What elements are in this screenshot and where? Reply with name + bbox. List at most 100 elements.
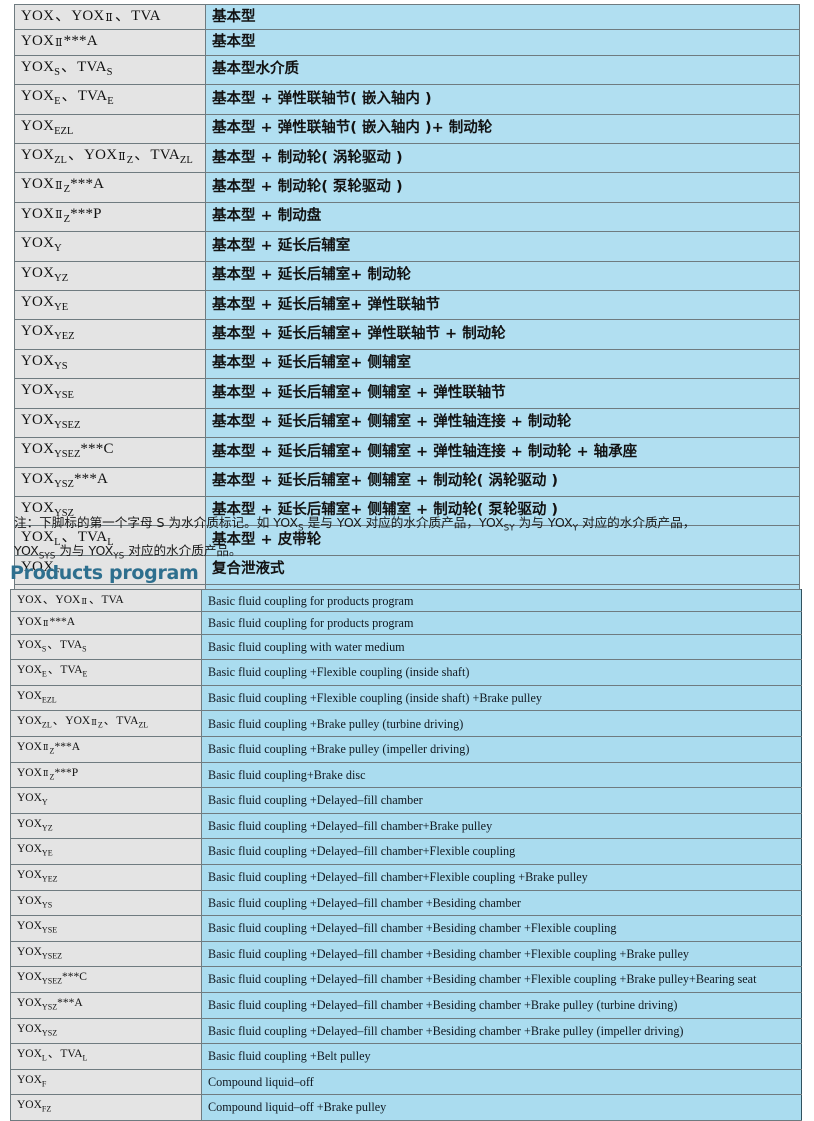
footnote-line-1: 注：下脚标的第一个字母 S 为水介质标记。如 YOXS 是与 YOX 对应的水介… xyxy=(14,515,696,534)
model-description-cell: 基本型 + 延长后辅室+ 侧辅室 + 制动轮( 泵轮驱动 ) xyxy=(205,495,800,527)
table-row: YOXYS Basic fluid coupling +Delayed–fill … xyxy=(10,889,802,917)
model-code-cell: YOXYSE xyxy=(14,378,206,409)
footnote-line-2: YOXSYS 为与 YOXYS 对应的水介质产品。 xyxy=(14,542,242,562)
model-code-cell: YOXFZ xyxy=(10,1094,202,1121)
model-code-cell: YOXYSEZ***C xyxy=(14,437,206,468)
table-row: YOXZL、YOXⅡZ、TVAZL 基本型 + 制动轮( 涡轮驱动 ) xyxy=(14,143,800,174)
model-description-cell: 基本型 + 皮带轮 xyxy=(205,525,800,556)
model-code-cell: YOXYSEZ xyxy=(14,407,206,439)
model-description-cell: Basic fluid coupling +Brake pulley (impe… xyxy=(201,735,802,763)
table-row: YOXYSZ Basic fluid coupling +Delayed–fill… xyxy=(10,1017,802,1045)
table-row: YOXEZL 基本型 + 弹性联轴节( 嵌入轴内 )+ 制动轮 xyxy=(14,113,800,145)
table-row: YOXY Basic fluid coupling +Delayed–fill c… xyxy=(10,787,802,814)
model-code-cell: YOX、YOXⅡ 、TVA xyxy=(10,588,202,613)
model-description-cell: 基本型 + 制动盘 xyxy=(205,201,800,233)
model-description-cell: Basic fluid coupling +Delayed–fill chamb… xyxy=(201,863,802,891)
model-description-cell: 基本型 + 弹性联轴节( 嵌入轴内 )+ 制动轮 xyxy=(205,113,800,145)
table-row: YOXYSE 基本型 + 延长后辅室+ 侧辅室 + 弹性联轴节 xyxy=(14,378,800,409)
model-description-cell: 基本型 + 延长后辅室+ 侧辅室 xyxy=(205,348,800,380)
section-heading-products-program: Products program xyxy=(10,562,199,584)
model-description-cell: Basic fluid coupling +Delayed–fill chamb… xyxy=(201,991,802,1019)
model-code-cell: YOXYZ xyxy=(14,260,206,292)
model-description-cell: Basic fluid coupling for products progra… xyxy=(201,588,802,613)
model-description-cell: 基本型 + 延长后辅室+ 弹性联轴节 + 制动轮 xyxy=(205,319,800,350)
document-page: YOX、YOXⅡ 、TVA 基本型 YOXⅡ***A 基本型 YOXS、TVAS 基本型水介… xyxy=(10,3,804,1121)
model-code-cell: YOXY xyxy=(14,231,206,262)
model-description-cell: 基本型 xyxy=(205,3,800,31)
model-code-cell: YOXYS xyxy=(14,348,206,380)
model-description-cell: Basic fluid coupling +Flexible coupling … xyxy=(201,684,802,712)
table-row: YOXS、TVAS 基本型水介质 xyxy=(14,54,800,86)
configuration-table-english: YOX、YOXⅡ 、TVA Basic fluid coupling for pro… xyxy=(10,588,802,1121)
table-row: YOXF 复合泄液式 xyxy=(14,554,800,586)
model-description-cell: Basic fluid coupling for products progra… xyxy=(201,611,802,635)
model-code-cell: YOXZL、YOXⅡZ、TVAZL xyxy=(14,143,206,174)
table-row: YOXYSEZ***C Basic fluid coupling +Delayed… xyxy=(10,966,802,993)
model-description-cell: Basic fluid coupling +Delayed–fill chamb… xyxy=(201,915,802,942)
table-row: YOXⅡ***A 基本型 xyxy=(14,29,800,56)
model-description-cell: Basic fluid coupling +Belt pulley xyxy=(201,1043,802,1070)
model-description-cell: Basic fluid coupling with water medium xyxy=(201,633,802,661)
model-code-cell: YOXYS xyxy=(10,889,202,917)
model-description-cell: 基本型水介质 xyxy=(205,54,800,86)
model-description-cell: Basic fluid coupling +Delayed–fill chamb… xyxy=(201,1017,802,1045)
model-code-cell: YOXYSEZ***C xyxy=(10,966,202,993)
model-description-cell: Basic fluid coupling +Delayed–fill chamb… xyxy=(201,787,802,814)
table-row: YOXYSE Basic fluid coupling +Delayed–fill… xyxy=(10,915,802,942)
model-code-cell: YOXYE xyxy=(10,838,202,865)
model-description-cell: 基本型 + 延长后辅室+ 侧辅室 + 制动轮( 涡轮驱动 ) xyxy=(205,466,800,497)
table-row: YOXYEZ Basic fluid coupling +Delayed–fill… xyxy=(10,863,802,891)
table-row: YOXYSEZ***C 基本型 + 延长后辅室+ 侧辅室 + 弹性轴连接 + 制动… xyxy=(14,437,800,468)
configuration-table-english-body: YOX、YOXⅡ 、TVA Basic fluid coupling for pro… xyxy=(10,588,802,1121)
model-description-cell: 基本型 + 延长后辅室+ 侧辅室 + 弹性联轴节 xyxy=(205,378,800,409)
model-code-cell: YOXYE xyxy=(14,290,206,321)
model-code-cell: YOXY xyxy=(10,787,202,814)
model-code-cell: YOXⅡZ***A xyxy=(14,172,206,203)
table-row: YOXⅡZ***P 基本型 + 制动盘 xyxy=(14,201,800,233)
table-row: YOXZL、YOXⅡZ、TVAZL Basic fluid coupling +B… xyxy=(10,710,802,737)
model-description-cell: 基本型 + 延长后辅室+ 制动轮 xyxy=(205,260,800,292)
model-code-cell: YOXⅡZ***P xyxy=(14,201,206,233)
model-code-cell: YOX、YOXⅡ 、TVA xyxy=(14,3,206,31)
model-code-cell: YOXYEZ xyxy=(14,319,206,350)
table-row: YOXYSZ***A 基本型 + 延长后辅室+ 侧辅室 + 制动轮( 涡轮驱动 ) xyxy=(14,466,800,497)
table-row: YOXYSEZ 基本型 + 延长后辅室+ 侧辅室 + 弹性轴连接 + 制动轮 xyxy=(14,407,800,439)
model-description-cell: 复合泄液式 xyxy=(205,554,800,586)
model-description-cell: 基本型 + 延长后辅室+ 弹性联轴节 xyxy=(205,290,800,321)
model-description-cell: 基本型 + 制动轮( 涡轮驱动 ) xyxy=(205,143,800,174)
model-code-cell: YOXYZ xyxy=(10,812,202,840)
model-code-cell: YOXYSZ***A xyxy=(10,991,202,1019)
table-row: YOXS、TVAS Basic fluid coupling with water… xyxy=(10,633,802,661)
model-description-cell: 基本型 + 延长后辅室+ 侧辅室 + 弹性轴连接 + 制动轮 + 轴承座 xyxy=(205,437,800,468)
model-description-cell: Basic fluid coupling +Delayed–fill chamb… xyxy=(201,889,802,917)
model-description-cell: Basic fluid coupling +Delayed–fill chamb… xyxy=(201,838,802,865)
model-description-cell: 基本型 + 延长后辅室+ 侧辅室 + 弹性轴连接 + 制动轮 xyxy=(205,407,800,439)
model-code-cell: YOXYEZ xyxy=(10,863,202,891)
table-row: YOXYSEZ Basic fluid coupling +Delayed–fil… xyxy=(10,940,802,968)
model-description-cell: Basic fluid coupling +Delayed–fill chamb… xyxy=(201,966,802,993)
model-description-cell: Compound liquid–off xyxy=(201,1068,802,1096)
model-description-cell: Basic fluid coupling +Delayed–fill chamb… xyxy=(201,812,802,840)
model-description-cell: Compound liquid–off +Brake pulley xyxy=(201,1094,802,1121)
table-row: YOXYSZ***A Basic fluid coupling +Delayed–… xyxy=(10,991,802,1019)
table-row: YOX、YOXⅡ 、TVA 基本型 xyxy=(14,3,800,31)
table-row: YOXⅡZ***P Basic fluid coupling+Brake disc xyxy=(10,761,802,789)
table-row: YOXYE Basic fluid coupling +Delayed–fill … xyxy=(10,838,802,865)
table-row: YOXFZ Compound liquid–off +Brake pulley xyxy=(10,1094,802,1121)
table-row: YOXⅡ***A Basic fluid coupling for product… xyxy=(10,611,802,635)
model-description-cell: 基本型 + 弹性联轴节( 嵌入轴内 ) xyxy=(205,84,800,115)
table-row: YOXYEZ 基本型 + 延长后辅室+ 弹性联轴节 + 制动轮 xyxy=(14,319,800,350)
table-row: YOXⅡZ***A 基本型 + 制动轮( 泵轮驱动 ) xyxy=(14,172,800,203)
model-description-cell: 基本型 xyxy=(205,29,800,56)
model-code-cell: YOXS、TVAS xyxy=(14,54,206,86)
model-code-cell: YOXF xyxy=(10,1068,202,1096)
table-row: YOX、YOXⅡ 、TVA Basic fluid coupling for pro… xyxy=(10,588,802,613)
model-description-cell: 基本型 + 延长后辅室 xyxy=(205,231,800,262)
model-code-cell: YOXL、TVAL xyxy=(10,1043,202,1070)
table-row: YOXE、TVAE 基本型 + 弹性联轴节( 嵌入轴内 ) xyxy=(14,84,800,115)
model-code-cell: YOXL、TVAL xyxy=(14,525,206,556)
model-code-cell: YOXZL、YOXⅡZ、TVAZL xyxy=(10,710,202,737)
model-description-cell: Basic fluid coupling +Flexible coupling … xyxy=(201,659,802,686)
footnote-block: 注：下脚标的第一个字母 S 为水介质标记。如 YOXS 是与 YOX 对应的水介… xyxy=(14,512,804,567)
table-row: YOXYS 基本型 + 延长后辅室+ 侧辅室 xyxy=(14,348,800,380)
